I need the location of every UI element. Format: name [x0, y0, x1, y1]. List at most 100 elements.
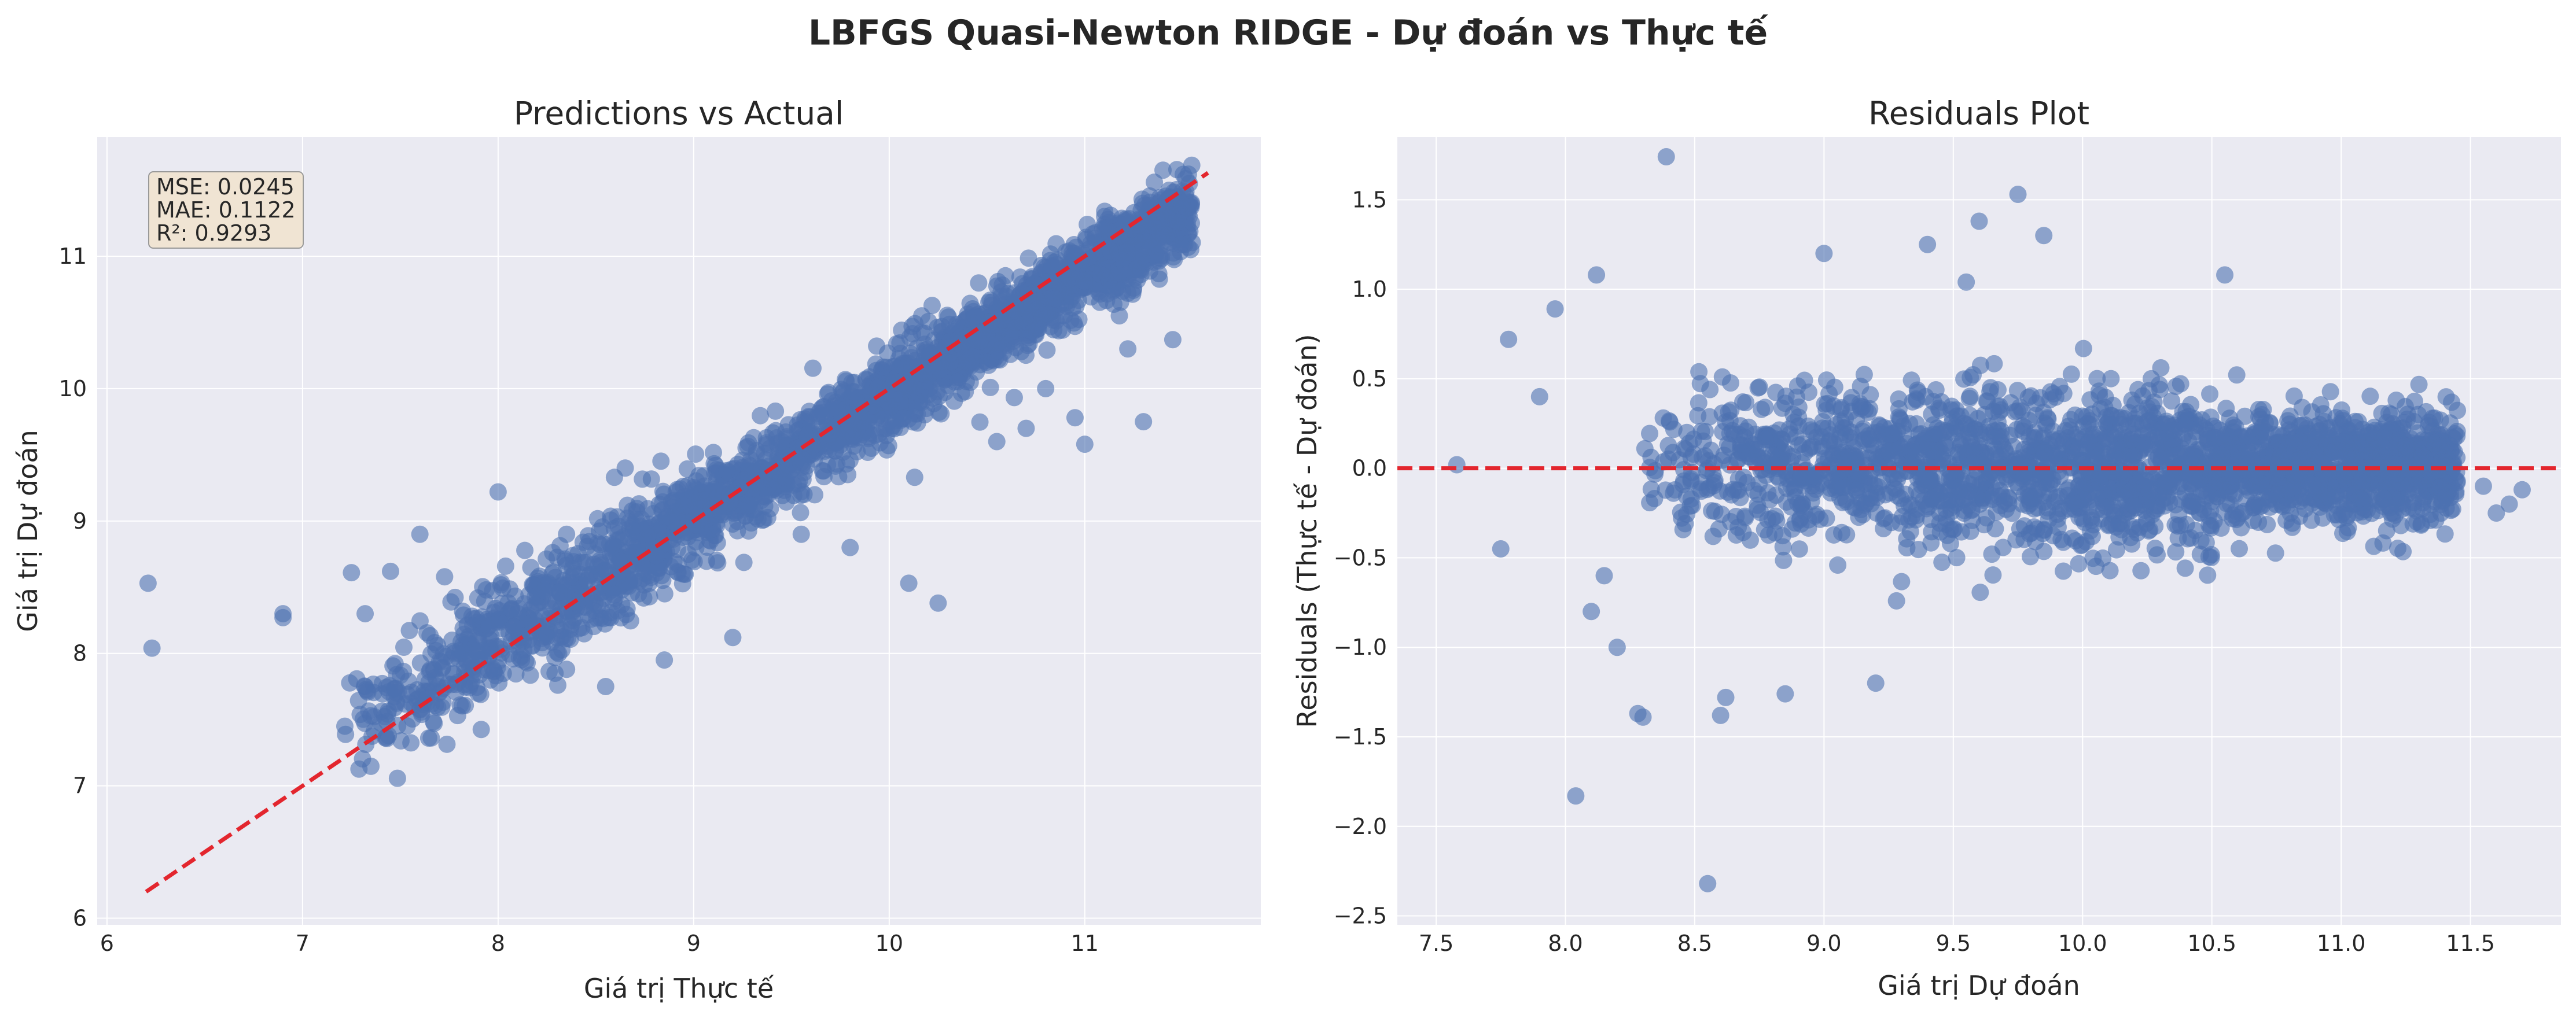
- scatter-outlier: [792, 525, 810, 543]
- scatter-point: [2062, 365, 2080, 383]
- scatter-point: [1046, 290, 1064, 308]
- scatter-point: [465, 610, 483, 628]
- scatter-outlier: [454, 644, 472, 662]
- scatter-points-left: [139, 156, 1201, 787]
- scatter-point: [1713, 368, 1731, 386]
- scatter-point: [1150, 246, 1168, 264]
- scatter-point: [840, 418, 858, 436]
- scatter-point: [2394, 543, 2412, 560]
- scatter-point: [411, 612, 429, 630]
- scatter-point: [1698, 481, 1716, 499]
- scatter-point: [1659, 450, 1677, 468]
- scatter-point: [993, 311, 1011, 329]
- scatter-point: [1731, 489, 1749, 507]
- scatter-outlier: [343, 564, 360, 582]
- residuals-chart: 7.5 8.0 8.5 9.0 9.5 10.0 10.5 11.0 11.5 −2.5−2.0…: [1291, 95, 2561, 1001]
- scatter-point: [759, 486, 777, 504]
- y-tick-label: 11: [59, 243, 87, 269]
- scatter-point: [828, 400, 846, 418]
- scatter-point: [472, 721, 490, 739]
- scatter-point: [2199, 566, 2217, 584]
- scatter-point: [718, 462, 736, 479]
- scatter-point: [1753, 400, 1771, 418]
- scatter-point: [657, 508, 675, 526]
- scatter-point: [1641, 494, 1659, 512]
- scatter-outlier: [1017, 419, 1035, 437]
- scatter-point: [949, 372, 967, 390]
- scatter-point: [652, 452, 670, 470]
- scatter-point: [1690, 394, 1707, 412]
- scatter-point: [774, 468, 792, 486]
- scatter-point: [708, 551, 726, 569]
- scatter-point: [2365, 537, 2383, 555]
- scatter-point: [419, 729, 437, 747]
- scatter-point: [2176, 559, 2194, 577]
- scatter-point: [1103, 280, 1121, 298]
- scatter-point: [1775, 551, 1793, 569]
- scatter-point: [2163, 392, 2181, 410]
- scatter-point: [1777, 388, 1795, 405]
- scatter-point: [1760, 427, 1778, 445]
- scatter-point: [570, 619, 588, 637]
- scatter-point: [2201, 385, 2219, 403]
- scatter-point: [1641, 425, 1659, 442]
- scatter-outlier: [356, 605, 374, 623]
- scatter-point: [538, 550, 555, 568]
- scatter-point: [535, 582, 553, 600]
- scatter-point: [432, 653, 450, 671]
- scatter-point: [2075, 513, 2093, 531]
- scatter-point: [395, 639, 413, 656]
- scatter-point: [945, 392, 963, 410]
- scatter-point: [2070, 555, 2088, 573]
- scatter-point: [2266, 544, 2284, 562]
- scatter-point: [837, 371, 855, 389]
- scatter-point: [2258, 515, 2276, 533]
- scatter-point: [1096, 219, 1114, 237]
- scatter-point: [923, 297, 941, 315]
- scatter-point: [1961, 388, 1979, 405]
- scatter-point: [336, 717, 354, 735]
- scatter-point: [596, 615, 614, 633]
- scatter-point: [1898, 530, 1916, 548]
- scatter-point: [2404, 515, 2422, 533]
- scatter-point: [1146, 174, 1164, 191]
- scatter-point: [1942, 463, 1960, 481]
- scatter-point: [806, 486, 824, 504]
- scatter-point: [1173, 194, 1191, 212]
- scatter-point: [2361, 388, 2379, 405]
- scatter-point: [533, 634, 551, 652]
- scatter-point: [2410, 375, 2428, 393]
- scatter-point: [667, 483, 685, 501]
- scatter-point: [546, 648, 564, 666]
- scatter-outlier: [656, 651, 674, 669]
- scatter-point: [992, 283, 1010, 301]
- scatter-point: [1978, 509, 1996, 527]
- scatter-outlier: [1135, 413, 1153, 431]
- scatter-point: [1636, 440, 1654, 457]
- scatter-point: [1172, 235, 1190, 253]
- scatter-point: [549, 676, 566, 694]
- scatter-point: [2002, 394, 2020, 412]
- scatter-point: [388, 769, 406, 787]
- scatter-point: [2014, 417, 2032, 435]
- scatter-point: [522, 559, 540, 577]
- scatter-point: [639, 525, 657, 543]
- scatter-point: [619, 496, 636, 514]
- scatter-point: [794, 470, 812, 488]
- scatter-outlier: [1154, 161, 1172, 179]
- chart-title-left: Predictions vs Actual: [514, 95, 844, 132]
- scatter-point: [761, 440, 779, 457]
- scatter-point: [2034, 403, 2052, 421]
- scatter-point: [958, 353, 976, 371]
- scatter-point: [996, 267, 1014, 285]
- scatter-point: [868, 337, 886, 355]
- y-tick-label: 6: [73, 906, 87, 931]
- scatter-point: [429, 698, 447, 716]
- scatter-point: [516, 541, 534, 559]
- scatter-point: [1005, 389, 1023, 407]
- reference-line-left: [145, 171, 1209, 894]
- scatter-point: [1767, 507, 1784, 525]
- scatter-outlier: [988, 433, 1006, 451]
- scatter-point: [438, 735, 456, 753]
- scatter-point: [1734, 393, 1751, 411]
